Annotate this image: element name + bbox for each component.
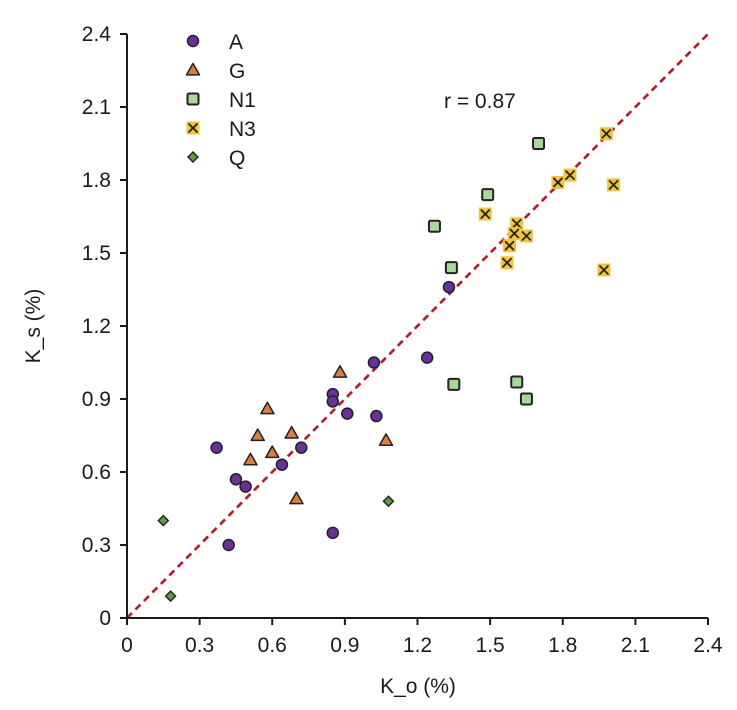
data-point-n3 xyxy=(597,263,611,277)
data-point-a xyxy=(341,407,354,420)
data-point-g xyxy=(289,491,304,505)
y-tick-label: 1.8 xyxy=(82,169,111,192)
y-tick-label: 1.5 xyxy=(82,242,111,265)
data-point-g xyxy=(378,433,394,446)
data-point-a xyxy=(275,458,289,471)
x-tick-label: 1.8 xyxy=(548,634,577,657)
x-tick-label: 0.9 xyxy=(330,634,359,657)
legend-label: N3 xyxy=(229,118,256,141)
diamond-marker-icon xyxy=(187,151,199,163)
data-point-n3 xyxy=(500,256,514,270)
data-point-n1 xyxy=(510,375,524,389)
data-point-n1 xyxy=(427,219,441,233)
y-tick-label: 0.9 xyxy=(82,388,111,411)
square-marker-icon xyxy=(186,92,200,106)
data-point-g xyxy=(260,401,275,415)
legend-label: Q xyxy=(229,147,245,170)
legend-label: N1 xyxy=(229,89,256,112)
x-tick-label: 0.6 xyxy=(258,634,287,657)
x-tick-label: 1.5 xyxy=(476,634,505,657)
data-point-n3 xyxy=(519,229,533,243)
x-axis-title: K_o (%) xyxy=(380,675,456,698)
correlation-annotation: r = 0.87 xyxy=(444,90,516,113)
data-point-a xyxy=(229,473,243,486)
data-point-q xyxy=(382,495,395,508)
data-point-n1 xyxy=(532,137,546,150)
y-tick-label: 0.3 xyxy=(82,534,111,557)
x-tick-label: 2.1 xyxy=(621,634,650,657)
x-tick-label: 1.2 xyxy=(403,634,432,657)
legend-label: G xyxy=(229,60,245,83)
legend-item-a: A xyxy=(186,31,243,54)
legend-item-g: G xyxy=(185,60,245,83)
data-point-q xyxy=(157,514,170,527)
data-point-n3 xyxy=(478,207,492,221)
y-tick-label: 0.6 xyxy=(82,461,111,484)
legend-item-n1: N1 xyxy=(186,89,256,112)
data-point-a xyxy=(420,351,434,364)
data-point-a xyxy=(367,356,381,369)
x-tick-label: 0 xyxy=(121,634,133,657)
y-axis-title: K_s (%) xyxy=(22,289,45,364)
legend: AG N1 N3 Q xyxy=(185,31,256,170)
triangle-marker-icon xyxy=(185,62,201,76)
data-point-n3 xyxy=(551,175,565,189)
data-point-g xyxy=(250,428,265,442)
data-point-a xyxy=(370,409,383,423)
data-point-q xyxy=(164,590,177,603)
data-point-a xyxy=(210,441,223,454)
data-point-n1 xyxy=(519,392,533,406)
x-tick-label: 2.4 xyxy=(693,634,723,657)
data-points xyxy=(157,127,621,603)
one-to-one-reference-line xyxy=(126,33,709,619)
data-point-n3 xyxy=(563,168,577,182)
data-point-g xyxy=(284,425,299,439)
data-point-a xyxy=(326,526,340,540)
x-square-marker-icon xyxy=(186,121,200,135)
data-point-n1 xyxy=(481,188,495,202)
data-point-a xyxy=(222,538,235,552)
data-point-a xyxy=(295,441,308,454)
data-point-g xyxy=(265,445,280,459)
y-tick-label: 0 xyxy=(99,607,111,630)
data-point-a xyxy=(326,395,340,408)
data-point-g xyxy=(332,364,348,378)
data-point-n3 xyxy=(507,227,521,241)
x-tick-label: 0.3 xyxy=(185,634,214,657)
legend-label: A xyxy=(229,31,243,54)
data-point-g xyxy=(243,452,258,466)
axes: 0 0.3 0.6 0.9 1.2 1.5 1.8 2.1 2.4 0 0.3 0.6 0.9 1.2 1.… xyxy=(82,23,723,657)
circle-marker-icon xyxy=(186,34,200,48)
data-point-n3 xyxy=(607,178,621,192)
y-tick-label: 1.2 xyxy=(82,315,111,338)
legend-item-n3: N3 xyxy=(186,118,256,141)
data-point-a xyxy=(442,280,456,294)
y-tick-label: 2.1 xyxy=(82,96,111,119)
data-point-n1 xyxy=(447,377,461,391)
data-point-a xyxy=(239,480,252,493)
reference-line xyxy=(126,33,709,619)
data-point-n3 xyxy=(599,127,613,141)
legend-item-q: Q xyxy=(187,147,245,170)
data-point-n1 xyxy=(444,261,458,275)
data-point-n3 xyxy=(502,239,516,253)
y-tick-label: 2.4 xyxy=(82,23,112,46)
